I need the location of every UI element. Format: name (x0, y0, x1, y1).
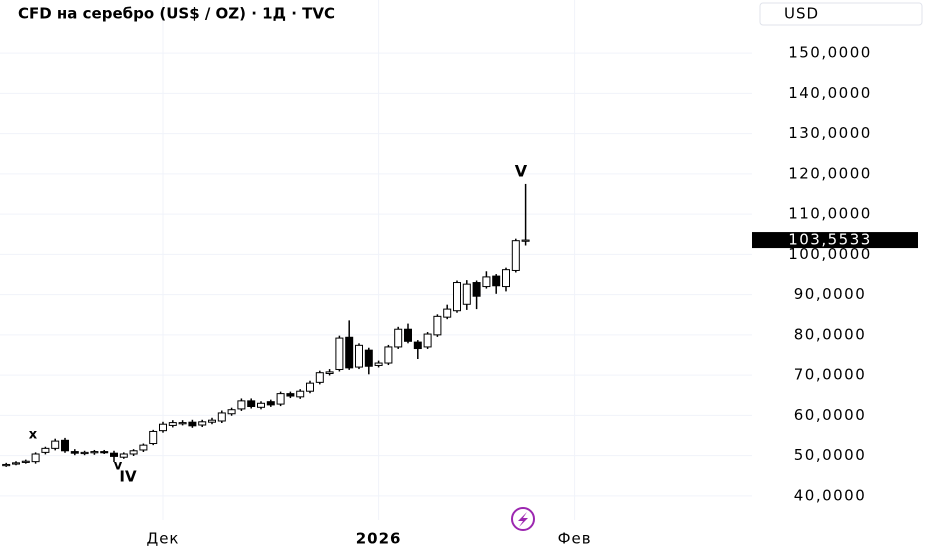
candle-body (90, 451, 99, 454)
candle-body (325, 371, 334, 374)
wave-label: v (114, 459, 123, 474)
candle-body (31, 453, 40, 463)
candle-body (61, 439, 69, 452)
y-tick-label: 90,0000 (794, 285, 867, 303)
lightning-icon[interactable] (511, 507, 535, 531)
candle-body (502, 269, 510, 288)
wave-label: V (515, 162, 528, 181)
y-tick-label: 120,0000 (788, 164, 872, 182)
candle-body (335, 337, 344, 370)
y-tick-label: 40,0000 (794, 486, 867, 504)
candle-body (159, 423, 167, 432)
candle-body (482, 276, 491, 288)
candle-body (374, 362, 383, 366)
candle-body (12, 462, 20, 465)
y-tick-label: 110,0000 (788, 205, 872, 223)
candle-body (355, 344, 363, 368)
candle-body (2, 463, 11, 467)
candle-body (521, 239, 530, 242)
candle-body (413, 341, 422, 350)
candle-body (208, 419, 216, 423)
candle-body (443, 308, 452, 318)
wave-label: x (29, 428, 38, 443)
candle-body (462, 283, 471, 305)
price-label: 103,5533 (788, 231, 872, 249)
y-tick-label: 130,0000 (788, 124, 872, 142)
candle-body (237, 400, 246, 410)
candle-body (266, 401, 275, 406)
candle-body (511, 240, 520, 271)
candle-body (80, 451, 89, 455)
candle-body (41, 447, 50, 453)
candle-body (315, 372, 324, 383)
candle-body (296, 390, 305, 398)
candle-body (119, 453, 128, 458)
candle-body (139, 444, 148, 451)
candle-body (100, 451, 109, 454)
candle-body (276, 393, 285, 405)
candle-body (129, 450, 138, 455)
candle-body (247, 400, 256, 408)
candle-body (394, 328, 403, 348)
candle-body (21, 460, 30, 463)
candle-body (110, 452, 118, 457)
x-tick-label: Дек (146, 530, 179, 548)
y-tick-label: 80,0000 (794, 325, 867, 343)
candle-body (492, 275, 501, 287)
candle-body (472, 282, 481, 297)
candle-body (188, 421, 197, 427)
candle-body (217, 412, 226, 422)
candle-body (306, 382, 314, 392)
candle-body (51, 440, 60, 449)
candle-body (384, 346, 393, 364)
currency-label[interactable]: USD (784, 5, 819, 23)
x-tick-label: 2026 (356, 530, 402, 548)
candle-body (198, 421, 207, 426)
candle-body (453, 282, 461, 312)
y-tick-label: 150,0000 (788, 44, 872, 62)
y-tick-label: 140,0000 (788, 84, 872, 102)
y-tick-label: 60,0000 (794, 406, 867, 424)
y-tick-label: 70,0000 (794, 366, 867, 384)
candle-body (345, 336, 354, 369)
candle-body (227, 409, 236, 415)
y-tick-label: 100,0000 (788, 245, 872, 263)
candle-body (257, 402, 265, 408)
price-label-bg (752, 232, 918, 249)
candle-body (364, 349, 373, 367)
currency-button[interactable] (759, 2, 923, 26)
candle-body (433, 315, 442, 336)
x-tick-label: Фев (558, 530, 592, 548)
candle-body (149, 430, 158, 445)
candle-body (168, 422, 177, 426)
chart-title: CFD на серебро (US$ / OZ) · 1Д · TVC (18, 5, 335, 23)
candle-body (178, 422, 187, 425)
candle-body (286, 393, 295, 397)
candle-body (70, 451, 79, 454)
candle-body (423, 333, 432, 348)
candle-body (404, 328, 412, 342)
y-tick-label: 50,0000 (794, 446, 867, 464)
wave-label: IV (119, 468, 137, 486)
